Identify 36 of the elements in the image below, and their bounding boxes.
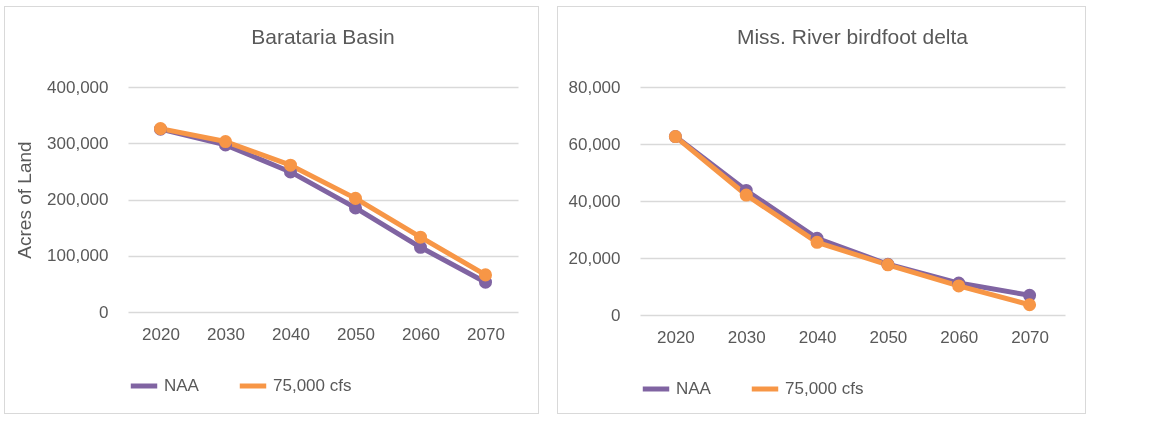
y-tick-label: 200,000	[47, 190, 109, 209]
x-tick-label: 2020	[657, 327, 695, 347]
legend-label: 75,000 cfs	[785, 379, 864, 398]
y-tick-label: 40,000	[568, 191, 621, 211]
legend-label: 75,000 cfs	[273, 376, 352, 395]
y-tick-label: 0	[611, 305, 621, 325]
y-tick-label: 300,000	[47, 133, 109, 153]
point	[413, 230, 428, 244]
y-tick-label: 400,000	[47, 77, 109, 97]
x-tick-label: 2020	[142, 324, 180, 344]
y-tick-label: 20,000	[568, 248, 621, 268]
x-tick-label: 2050	[869, 327, 908, 347]
x-tick-label: 2030	[727, 327, 766, 347]
x-tick-label: 2050	[337, 324, 375, 344]
point	[739, 188, 753, 202]
point	[1023, 298, 1037, 312]
legend-label: NAA	[676, 379, 712, 398]
y-tick-label: 100,000	[47, 246, 109, 266]
y-tick-label: 80,000	[568, 77, 621, 97]
y-tick-label: 0	[99, 302, 109, 322]
point	[478, 268, 493, 282]
x-tick-label: 2060	[402, 324, 440, 344]
x-tick-label: 2070	[467, 324, 505, 344]
point	[348, 191, 363, 205]
point	[810, 235, 824, 249]
x-tick-label: 2040	[272, 324, 310, 344]
x-tick-label: 2030	[207, 324, 245, 344]
x-tick-label: 2040	[798, 327, 837, 347]
legend-label: NAA	[164, 376, 200, 395]
chart-title: Miss. River birdfoot delta	[736, 25, 969, 48]
y-axis-title: Acres of Land	[14, 141, 36, 259]
x-tick-label: 2060	[940, 327, 979, 347]
y-tick-label: 60,000	[568, 134, 621, 154]
x-tick-label: 2070	[1011, 327, 1049, 347]
chart-title: Barataria Basin	[251, 25, 395, 48]
point	[283, 158, 298, 172]
